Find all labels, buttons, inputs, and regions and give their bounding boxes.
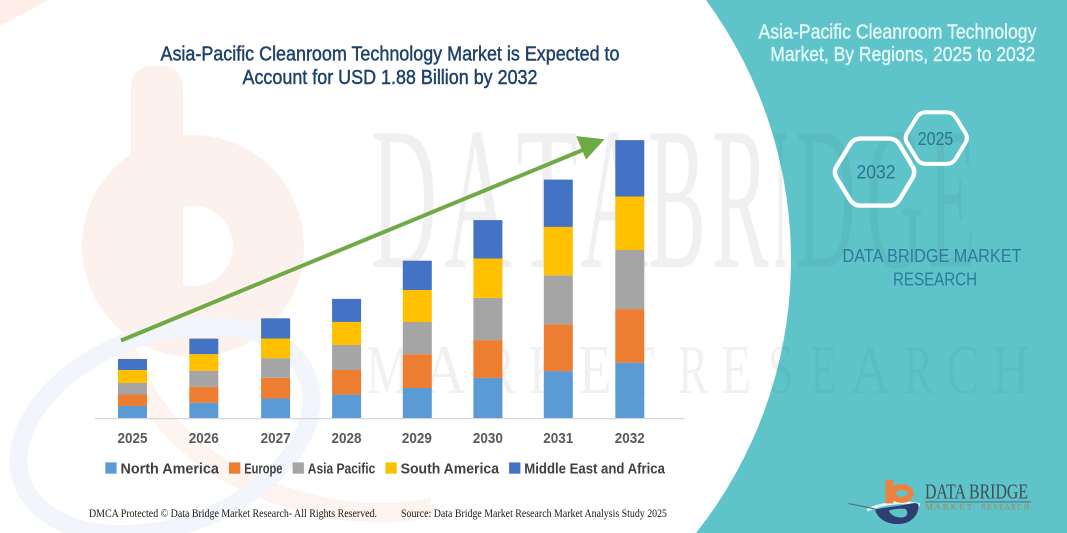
svg-text:2032: 2032 xyxy=(615,431,645,447)
svg-text:Market, By Regions, 2025 to 20: Market, By Regions, 2025 to 2032 xyxy=(770,44,1035,66)
svg-text:Asia Pacific: Asia Pacific xyxy=(308,462,376,478)
svg-text:2031: 2031 xyxy=(543,431,573,447)
svg-text:2025: 2025 xyxy=(918,128,954,149)
svg-text:2032: 2032 xyxy=(857,163,896,184)
svg-text:Europe: Europe xyxy=(244,462,282,478)
svg-text:Middle East and Africa: Middle East and Africa xyxy=(524,462,665,478)
svg-text:M A R K E T: M A R K E T xyxy=(925,502,973,512)
svg-text:M: M xyxy=(367,332,410,409)
svg-text:R: R xyxy=(903,332,933,409)
svg-text:Asia-Pacific Cleanroom Technol: Asia-Pacific Cleanroom Technology Market… xyxy=(161,44,620,66)
svg-text:E: E xyxy=(721,332,751,409)
svg-text:DMCA Protected © Data Bridge M: DMCA Protected © Data Bridge Market Rese… xyxy=(89,508,377,520)
svg-text:RESEARCH: RESEARCH xyxy=(893,270,977,290)
svg-text:DATA BRIDGE: DATA BRIDGE xyxy=(925,480,1028,504)
svg-text:A: A xyxy=(850,332,890,409)
svg-text:B: B xyxy=(648,86,706,312)
svg-text:2030: 2030 xyxy=(473,431,503,447)
svg-text:R: R xyxy=(678,332,708,409)
svg-text:2025: 2025 xyxy=(118,431,148,447)
svg-text:H: H xyxy=(993,332,1030,409)
svg-text:Source: Data Bridge Market Res: Source: Data Bridge Market Research Mark… xyxy=(401,508,667,520)
svg-text:E: E xyxy=(811,332,838,409)
svg-text:Asia-Pacific Cleanroom Technol: Asia-Pacific Cleanroom Technology xyxy=(759,22,1037,44)
svg-text:2029: 2029 xyxy=(402,431,432,447)
svg-text:E: E xyxy=(579,332,612,409)
svg-text:D: D xyxy=(796,86,856,312)
svg-text:E: E xyxy=(928,86,976,312)
svg-text:2028: 2028 xyxy=(332,431,362,447)
svg-text:R: R xyxy=(712,86,769,312)
svg-text:DATA BRIDGE MARKET: DATA BRIDGE MARKET xyxy=(843,246,1022,266)
svg-text:C: C xyxy=(946,332,979,409)
svg-text:2027: 2027 xyxy=(261,431,291,447)
svg-text:R E S E A R C H: R E S E A R C H xyxy=(981,502,1029,512)
svg-text:2026: 2026 xyxy=(189,431,219,447)
svg-text:South America: South America xyxy=(401,462,500,478)
svg-text:North America: North America xyxy=(121,462,220,478)
svg-text:Account for USD 1.88 Billion b: Account for USD 1.88 Billion by 2032 xyxy=(243,67,538,89)
